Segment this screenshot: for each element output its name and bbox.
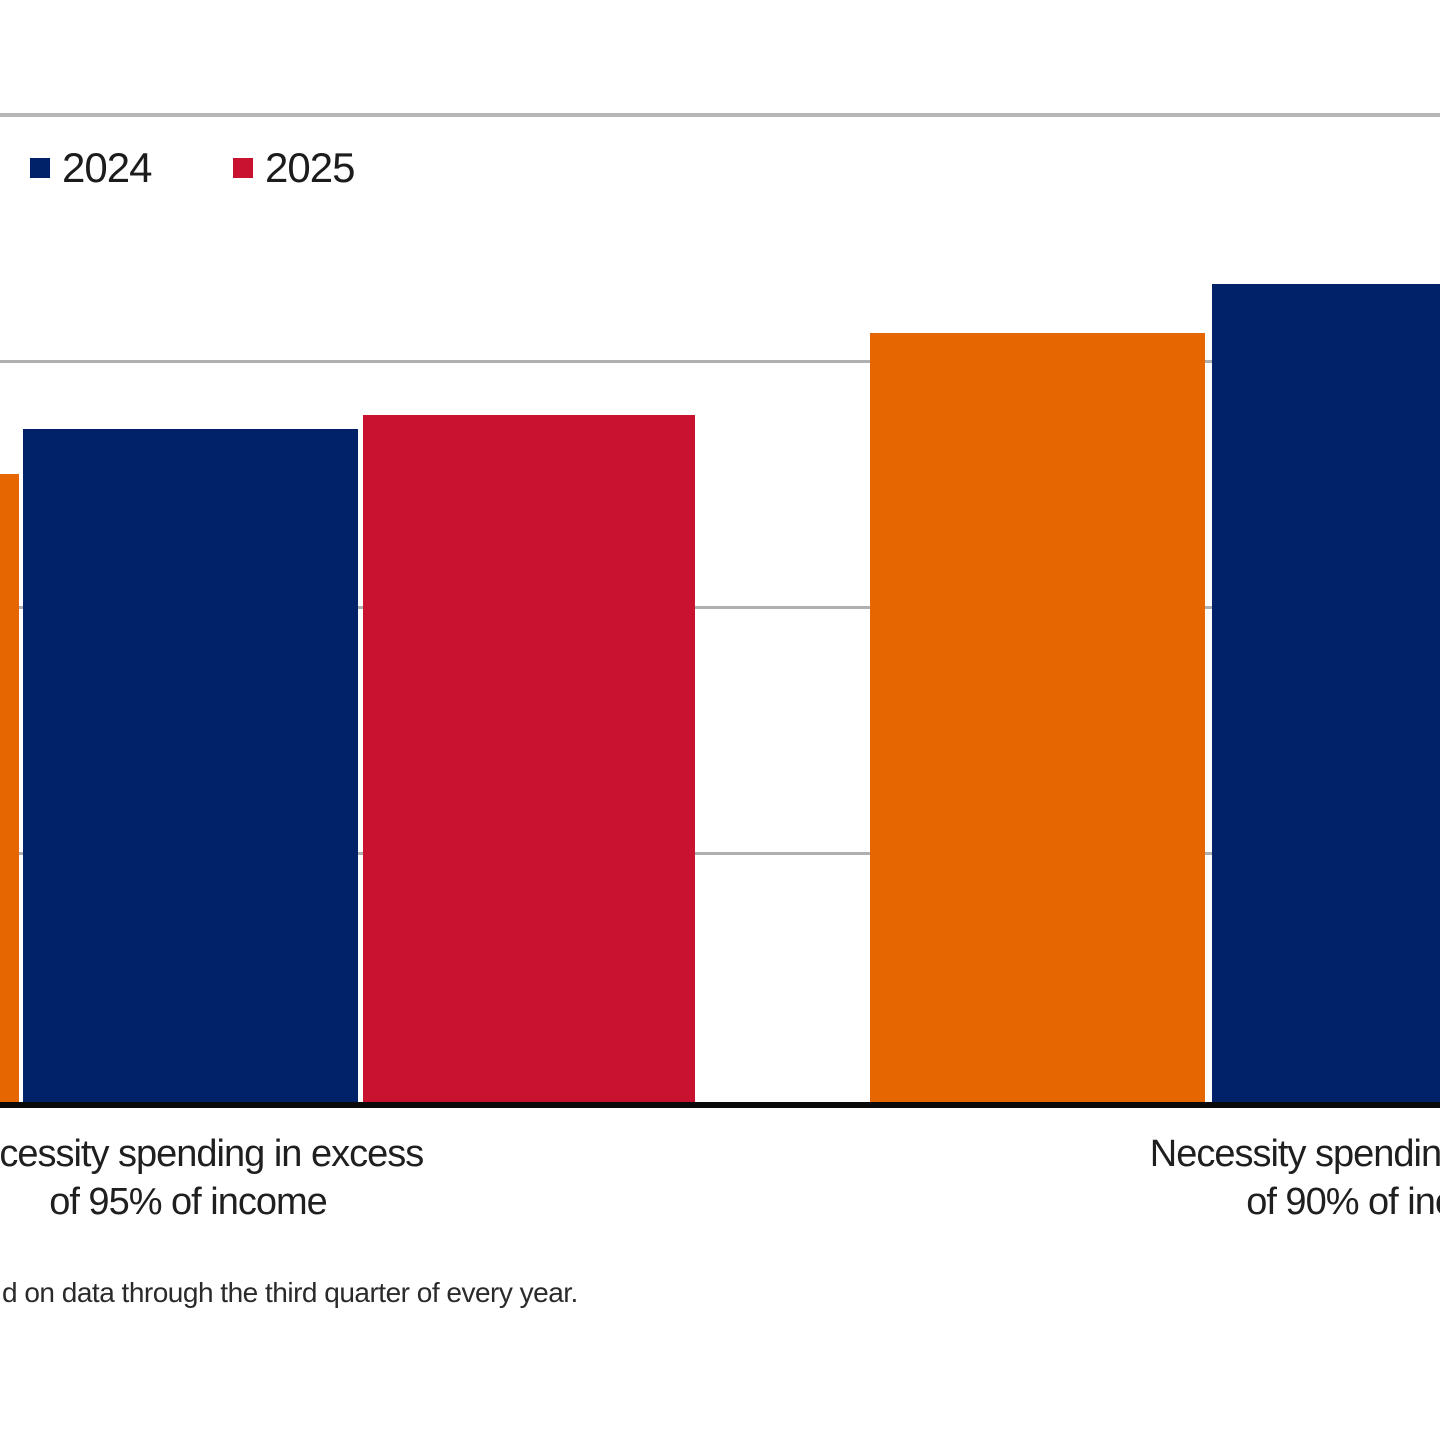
legend-swatch-2025: [233, 158, 253, 178]
bar-orange-group1: [0, 474, 19, 1102]
bar-orange-group2: [870, 333, 1205, 1102]
category-label-line: of 95% of income: [49, 1181, 328, 1223]
category-label-line: Necessity spending in excess: [0, 1133, 424, 1175]
category-label-line: Necessity spending in excess: [1149, 1133, 1440, 1175]
bar-2024-group2: [1212, 284, 1440, 1102]
legend-swatch-2024: [30, 158, 50, 178]
gridline: [0, 852, 1440, 855]
bar-2025-group1: [363, 415, 695, 1102]
legend-label-2025: 2025: [265, 144, 355, 191]
category-label-90pct: Necessity spending in excess of 90% of i…: [1035, 1130, 1440, 1226]
gridline: [0, 606, 1440, 609]
legend-item-2025: 2025: [233, 143, 355, 193]
footnote-text: d on data through the third quarter of e…: [2, 1277, 578, 1308]
gridline: [0, 360, 1440, 363]
category-label-line: of 90% of income: [1246, 1181, 1440, 1223]
top-separator-rule: [0, 113, 1440, 117]
category-label-95pct: Necessity spending in excess of 95% of i…: [0, 1130, 538, 1226]
legend-item-2024: 2024: [30, 143, 152, 193]
legend-label-2024: 2024: [62, 144, 152, 191]
bar-2024-group1: [23, 429, 358, 1102]
x-axis-baseline: [0, 1102, 1440, 1108]
